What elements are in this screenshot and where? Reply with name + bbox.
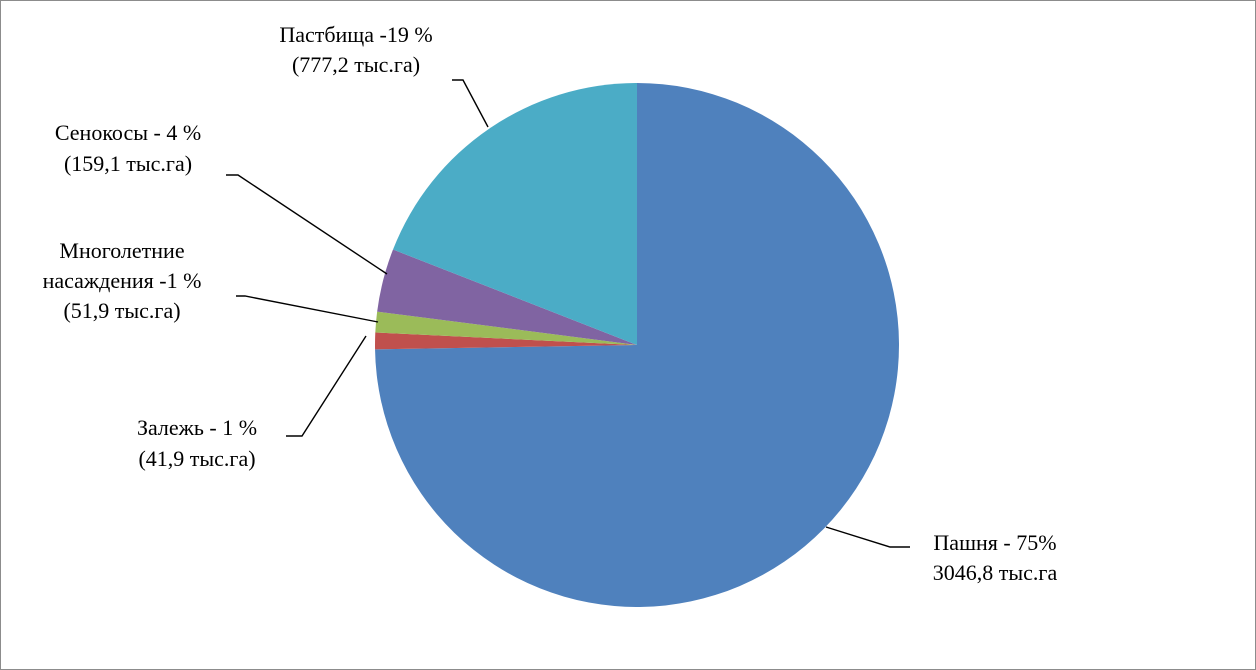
pie-slice-4 — [393, 83, 637, 345]
pie-slice-1 — [375, 332, 637, 350]
data-label-4-line-0: Пастбища -19 % — [279, 22, 432, 47]
data-label-3-line-0: Сенокосы - 4 % — [55, 120, 201, 145]
pie-slice-3 — [377, 249, 637, 345]
leader-line-0 — [825, 526, 910, 548]
data-label-0-line-0: Пашня - 75% — [933, 530, 1056, 555]
data-label-2-line-0: Многолетние — [59, 238, 184, 263]
leader-line-1 — [286, 335, 367, 437]
data-labels: Пашня - 75% 3046,8 тыс.га Залежь - 1 % (41,… — [43, 22, 1058, 585]
data-label-2-line-1: насаждения -1 % — [43, 268, 202, 293]
leader-line-3 — [226, 174, 388, 275]
data-label-1-line-1: (41,9 тыс.га) — [138, 446, 255, 471]
data-label-3: Сенокосы - 4 % (159,1 тыс.га) — [55, 120, 201, 176]
data-label-0: Пашня - 75% 3046,8 тыс.га — [933, 530, 1058, 585]
data-label-2: Многолетние насаждения -1 % (51,9 тыс.га) — [43, 238, 202, 323]
data-label-0-line-1: 3046,8 тыс.га — [933, 560, 1058, 585]
leader-line-2 — [236, 295, 379, 323]
pie-slice-2 — [375, 311, 637, 345]
data-label-3-line-1: (159,1 тыс.га) — [64, 151, 192, 176]
data-label-4-line-1: (777,2 тыс.га) — [292, 52, 420, 77]
pie-slice-0 — [375, 83, 900, 607]
leader-line-4 — [452, 79, 489, 128]
leader-lines — [226, 79, 910, 548]
data-label-4: Пастбища -19 % (777,2 тыс.га) — [279, 22, 432, 77]
data-label-1-line-0: Залежь - 1 % — [137, 415, 257, 440]
data-label-1: Залежь - 1 % (41,9 тыс.га) — [137, 415, 257, 471]
pie-slices — [375, 83, 900, 607]
data-label-2-line-2: (51,9 тыс.га) — [63, 298, 180, 323]
